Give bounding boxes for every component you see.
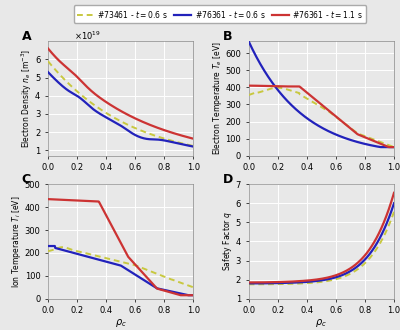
- Y-axis label: Electron Density $n_e$ [m$^{-3}$]: Electron Density $n_e$ [m$^{-3}$]: [19, 49, 34, 148]
- Text: B: B: [222, 30, 232, 43]
- Text: C: C: [22, 173, 31, 186]
- Text: A: A: [22, 30, 32, 43]
- X-axis label: $\rho_c$: $\rho_c$: [316, 317, 327, 329]
- Text: $\times10^{19}$: $\times10^{19}$: [74, 30, 101, 42]
- Y-axis label: Electron Temperature $T_e$ [eV]: Electron Temperature $T_e$ [eV]: [211, 42, 224, 155]
- Y-axis label: Safety Factor $q$: Safety Factor $q$: [221, 212, 234, 271]
- Legend: #73461 - $t = 0.6$ s, #76361 - $t = 0.6$ s, #76361 - $t = 1.1$ s: #73461 - $t = 0.6$ s, #76361 - $t = 0.6$…: [74, 6, 366, 22]
- Y-axis label: Ion Temperature $T_i$ [eV]: Ion Temperature $T_i$ [eV]: [10, 195, 23, 288]
- X-axis label: $\rho_c$: $\rho_c$: [115, 317, 126, 329]
- Text: D: D: [222, 173, 233, 186]
